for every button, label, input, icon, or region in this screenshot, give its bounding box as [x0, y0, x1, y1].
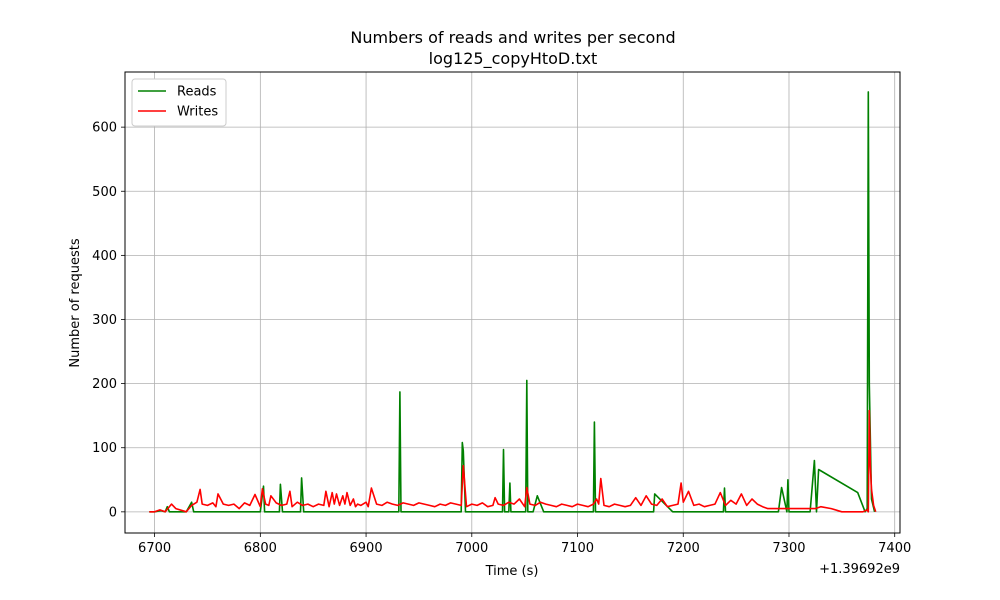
x-tick-label: 6700 [138, 541, 171, 556]
series-line-writes [149, 409, 877, 513]
legend-label-reads: Reads [177, 85, 217, 100]
y-tick-label: 600 [92, 121, 117, 136]
x-offset-label: +1.39692e9 [819, 562, 900, 577]
x-tick-label: 6900 [350, 541, 383, 556]
x-tick-label: 7400 [878, 541, 911, 556]
x-tick-label: 7100 [561, 541, 594, 556]
legend-label-writes: Writes [177, 105, 218, 120]
y-tick-label: 400 [92, 249, 117, 264]
y-tick-label: 300 [92, 313, 117, 328]
plot-frame [124, 71, 901, 534]
y-tick-label: 100 [92, 441, 117, 456]
y-axis-label: Number of requests [68, 238, 83, 367]
x-axis-label: Time (s) [485, 564, 539, 579]
y-tick-label: 200 [92, 377, 117, 392]
series-line-reads [149, 91, 876, 513]
ticks: 6700 6800 6900 7000 7100 7200 7300 7400 0 100 200 3… [92, 121, 911, 556]
series-layer [149, 91, 877, 513]
y-tick-label: 500 [92, 185, 117, 200]
chart-subtitle: log125_copyHtoD.txt [429, 49, 598, 69]
legend: Reads Writes [131, 78, 227, 127]
x-tick-label: 6800 [244, 541, 277, 556]
x-tick-label: 7200 [667, 541, 700, 556]
y-tick-label: 0 [109, 505, 117, 520]
x-tick-label: 7000 [455, 541, 488, 556]
x-tick-label: 7300 [772, 541, 805, 556]
chart-title: Numbers of reads and writes per second [350, 28, 675, 47]
